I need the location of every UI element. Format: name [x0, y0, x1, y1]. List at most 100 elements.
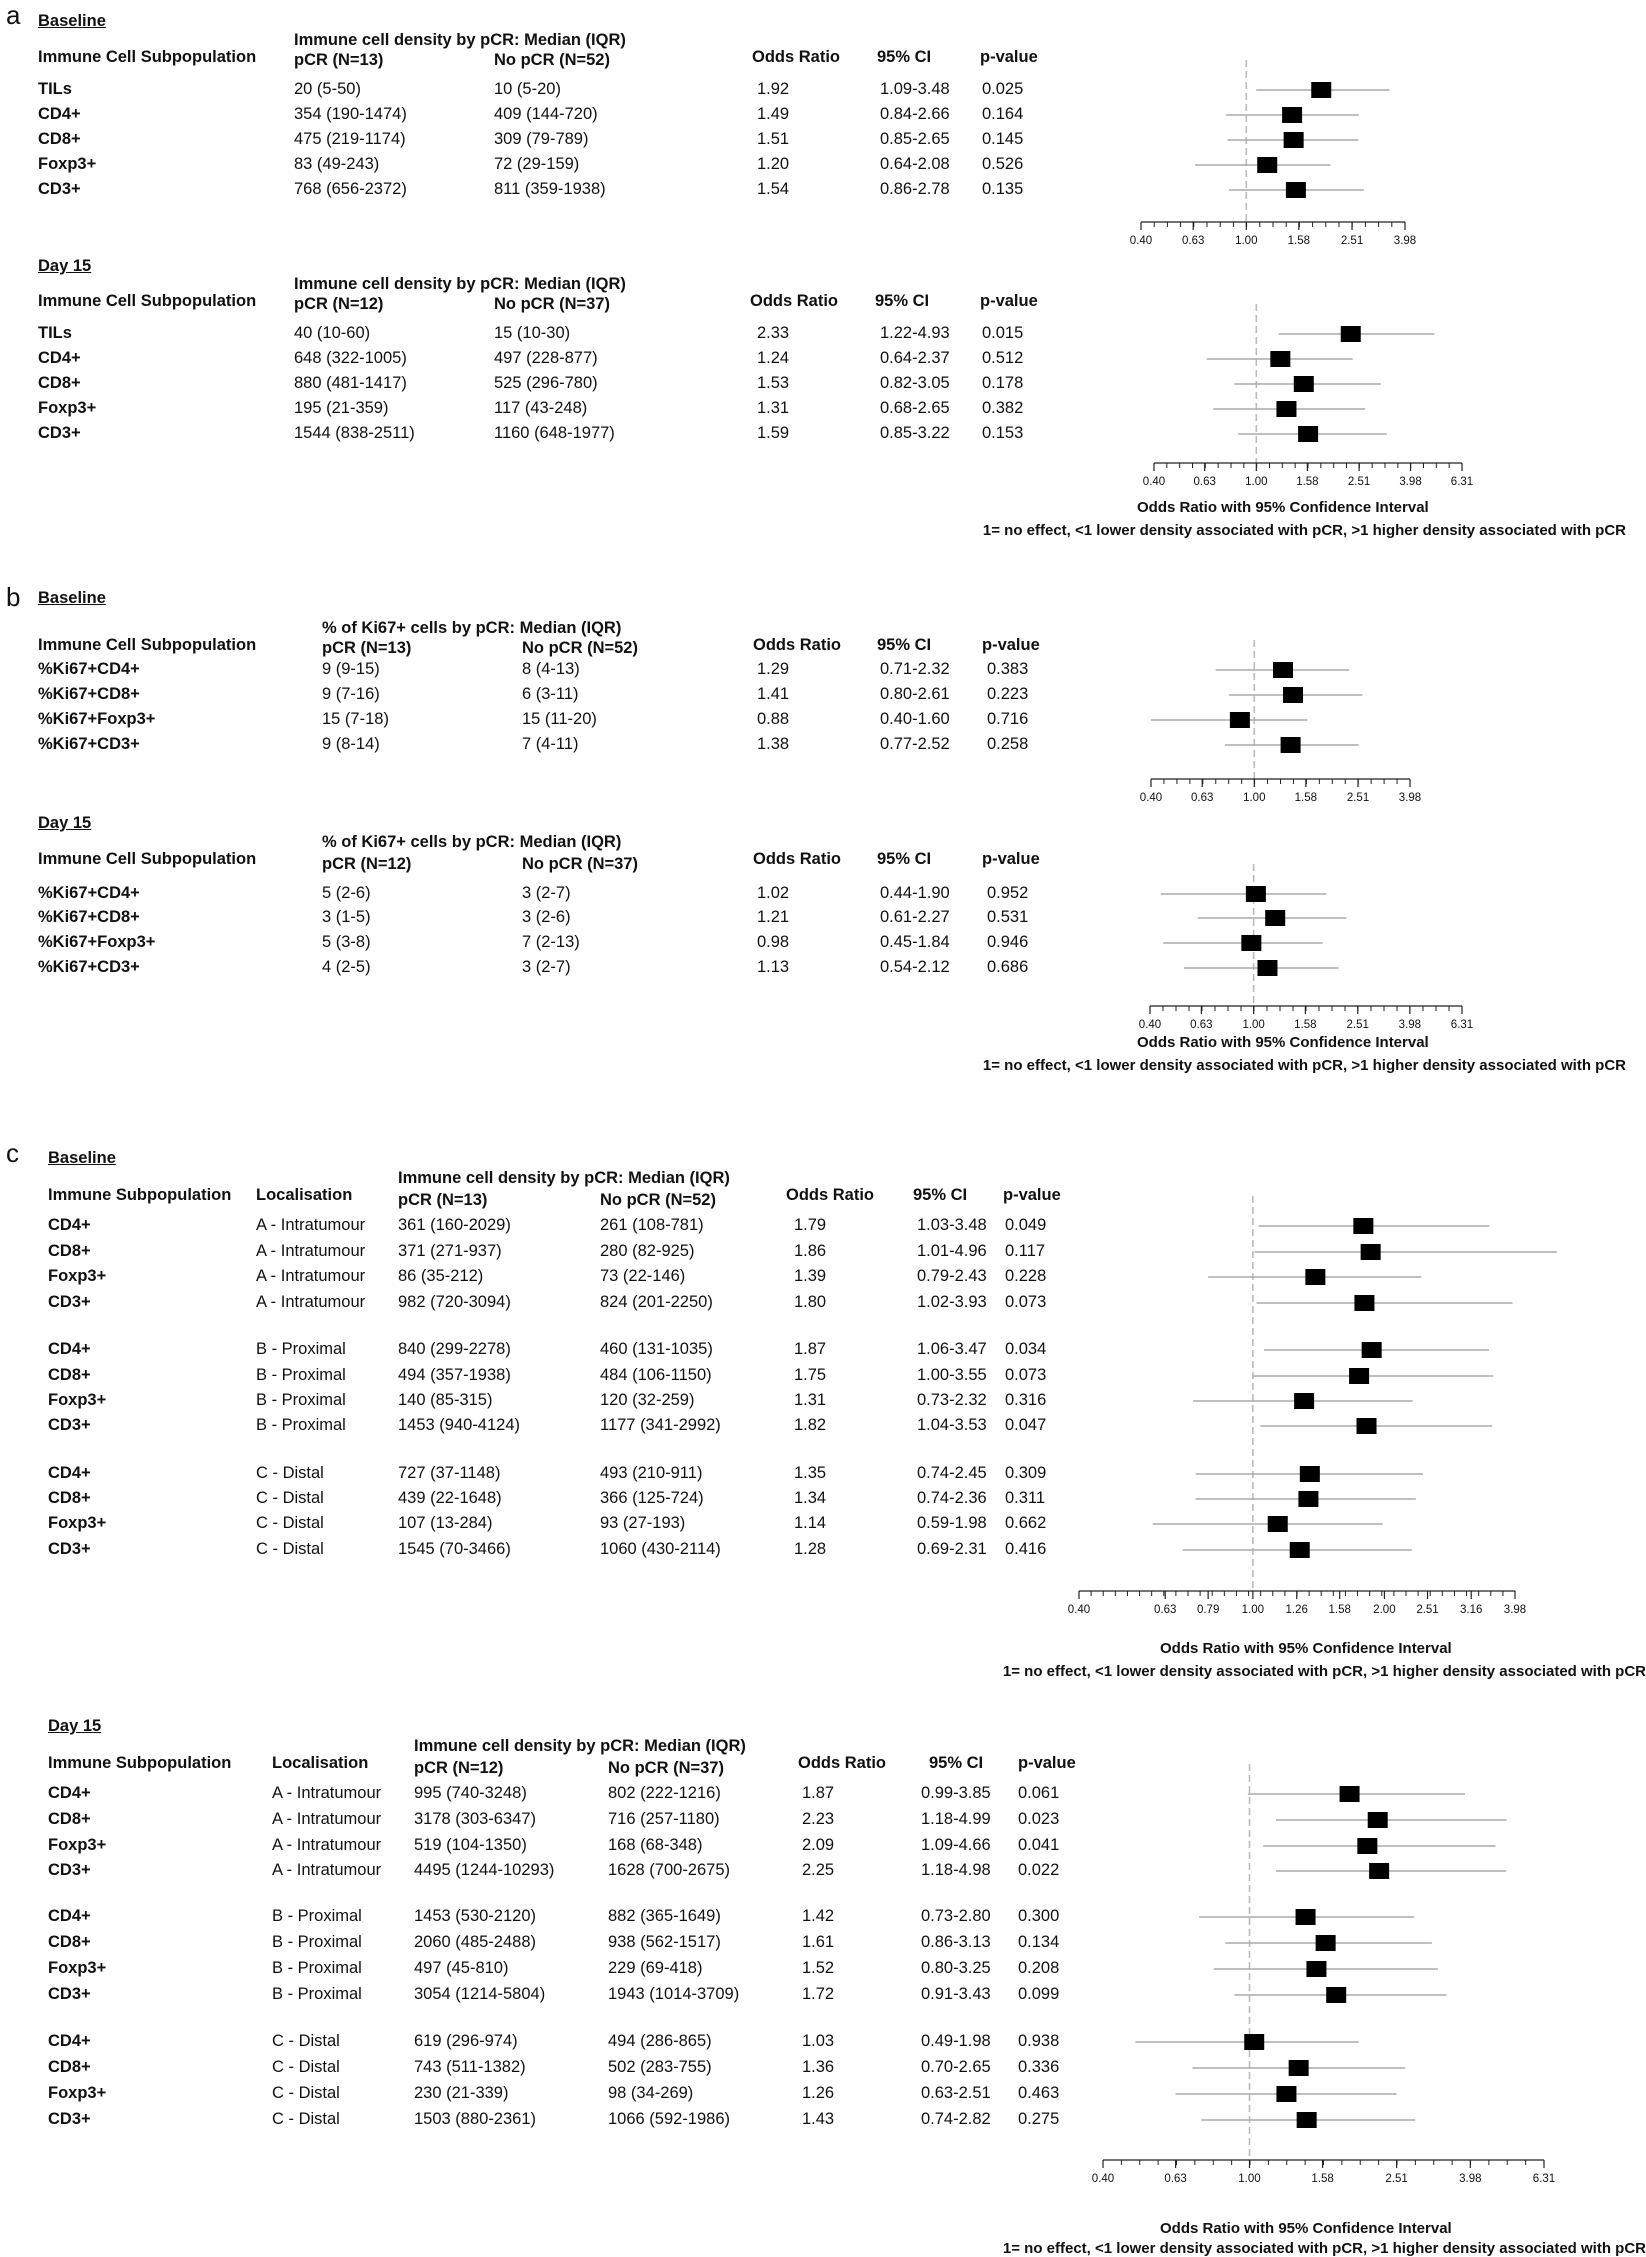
header-nopcr: No pCR (N=37): [494, 295, 610, 313]
row-p-value: 0.223: [987, 685, 1029, 703]
row-subpopulation: CD4+: [48, 1340, 91, 1358]
row-ci: 0.74-2.82: [921, 2110, 991, 2128]
row-nopcr-median: 73 (22-146): [600, 1267, 686, 1285]
x-tick-label: 0.40: [1068, 1604, 1090, 1616]
row-odds-ratio: 1.35: [794, 1464, 827, 1482]
row-ci: 0.80-3.25: [921, 1959, 991, 1977]
panel-label-b: b: [6, 582, 21, 612]
x-tick-label: 1.00: [1235, 235, 1257, 247]
row-p-value: 0.336: [1018, 2058, 1060, 2076]
row-odds-ratio: 1.42: [802, 1907, 835, 1925]
row-subpopulation: CD3+: [48, 1540, 91, 1558]
section-title: Day 15: [38, 257, 92, 275]
row-p-value: 0.662: [1005, 1514, 1047, 1532]
header-pcr: pCR (N=12): [414, 1759, 504, 1777]
row-odds-ratio: 1.61: [802, 1933, 835, 1951]
row-pcr-median: 475 (219-1174): [294, 130, 406, 148]
row-localisation: A - Intratumour: [272, 1836, 382, 1854]
row-subpopulation: CD8+: [48, 1242, 91, 1260]
odds-ratio-box: [1361, 1342, 1382, 1358]
row-nopcr-median: 1177 (341-2992): [600, 1416, 721, 1434]
row-subpopulation: Foxp3+: [48, 1514, 107, 1532]
row-ci: 1.06-3.47: [917, 1340, 987, 1358]
row-odds-ratio: 1.87: [802, 1784, 835, 1802]
odds-ratio-box: [1294, 1393, 1315, 1409]
row-pcr-median: 107 (13-284): [398, 1514, 493, 1532]
x-tick-label: 0.63: [1190, 1019, 1212, 1031]
row-p-value: 0.164: [982, 105, 1024, 123]
row-ci: 1.01-4.96: [917, 1242, 987, 1260]
row-p-value: 0.416: [1005, 1540, 1047, 1558]
section-title: Baseline: [38, 12, 106, 30]
odds-ratio-box: [1257, 960, 1278, 976]
odds-ratio-box: [1360, 1244, 1381, 1260]
row-nopcr-median: 716 (257-1180): [608, 1810, 720, 1828]
row-nopcr-median: 98 (34-269): [608, 2084, 694, 2102]
header-subpopulation: Immune Subpopulation: [48, 1186, 232, 1204]
row-pcr-median: 1453 (530-2120): [414, 1907, 537, 1925]
odds-ratio-box: [1270, 351, 1291, 367]
row-subpopulation: Foxp3+: [48, 1267, 107, 1285]
row-subpopulation: CD3+: [48, 1293, 91, 1311]
row-nopcr-median: 10 (5-20): [494, 80, 561, 98]
header-odds-ratio: Odds Ratio: [798, 1754, 887, 1772]
row-ci: 0.99-3.85: [921, 1784, 991, 1802]
odds-ratio-box: [1340, 326, 1361, 342]
row-pcr-median: 15 (7-18): [322, 710, 389, 728]
header-ci: 95% CI: [929, 1754, 984, 1772]
x-tick-label: 1.58: [1294, 1019, 1316, 1031]
row-p-value: 0.309: [1005, 1464, 1047, 1482]
forest-plot: 0.40 0.63 0.79 1.00 1.26 1.58 2.00 2.51 3.16 3.98: [1068, 1196, 1557, 1616]
row-odds-ratio: 1.53: [757, 374, 790, 392]
row-pcr-median: 743 (511-1382): [414, 2058, 526, 2076]
x-tick-label: 3.16: [1460, 1604, 1482, 1616]
row-nopcr-median: 72 (29-159): [494, 155, 580, 173]
row-nopcr-median: 15 (10-30): [494, 324, 571, 342]
x-tick-label: 1.58: [1288, 235, 1310, 247]
row-ci: 1.02-3.93: [917, 1293, 987, 1311]
axis-caption-title: Odds Ratio with 95% Confidence Interval: [1160, 1640, 1452, 1657]
row-nopcr-median: 882 (365-1649): [608, 1907, 721, 1925]
row-localisation: B - Proximal: [272, 1933, 362, 1951]
header-nopcr: No pCR (N=37): [522, 855, 638, 873]
row-ci: 1.00-3.55: [917, 1366, 987, 1384]
x-tick-label: 2.51: [1347, 792, 1369, 804]
x-tick-label: 2.00: [1373, 1604, 1395, 1616]
row-subpopulation: %Ki67+CD4+: [38, 884, 140, 902]
odds-ratio-box: [1299, 1466, 1320, 1482]
header-group: Immune cell density by pCR: Median (IQR): [294, 275, 626, 293]
row-nopcr-median: 168 (68-348): [608, 1836, 703, 1854]
row-p-value: 0.134: [1018, 1933, 1060, 1951]
header-p-value: p-value: [1003, 1186, 1061, 1204]
row-p-value: 0.117: [1005, 1242, 1046, 1260]
row-subpopulation: %Ki67+CD3+: [38, 958, 140, 976]
row-odds-ratio: 1.29: [757, 660, 790, 678]
row-subpopulation: CD3+: [38, 424, 81, 442]
row-odds-ratio: 1.02: [757, 884, 790, 902]
x-tick-label: 0.63: [1164, 2173, 1186, 2185]
row-nopcr-median: 15 (11-20): [522, 710, 597, 728]
row-subpopulation: %Ki67+CD4+: [38, 660, 140, 678]
odds-ratio-box: [1315, 1935, 1336, 1951]
row-subpopulation: CD8+: [48, 1489, 91, 1507]
x-tick-label: 2.51: [1416, 1604, 1438, 1616]
odds-ratio-box: [1257, 157, 1278, 173]
x-tick-label: 3.98: [1399, 476, 1421, 488]
forest-plot: 0.40 0.63 1.00 1.58 2.51 3.98 6.31: [1092, 1764, 1555, 2185]
header-localisation: Localisation: [256, 1186, 353, 1204]
header-nopcr: No pCR (N=37): [608, 1759, 724, 1777]
row-p-value: 0.047: [1005, 1416, 1047, 1434]
row-localisation: A - Intratumour: [256, 1242, 366, 1260]
header-ci: 95% CI: [877, 48, 932, 66]
panel-label-c: c: [6, 1138, 19, 1168]
row-nopcr-median: 117 (43-248): [494, 399, 588, 417]
row-pcr-median: 83 (49-243): [294, 155, 380, 173]
header-ci: 95% CI: [877, 636, 932, 654]
row-subpopulation: CD8+: [38, 374, 81, 392]
x-tick-label: 0.40: [1143, 476, 1165, 488]
odds-ratio-box: [1272, 662, 1293, 678]
row-odds-ratio: 1.31: [757, 399, 790, 417]
row-localisation: C - Distal: [256, 1514, 324, 1532]
row-p-value: 0.952: [987, 884, 1029, 902]
row-subpopulation: CD4+: [48, 1784, 91, 1802]
